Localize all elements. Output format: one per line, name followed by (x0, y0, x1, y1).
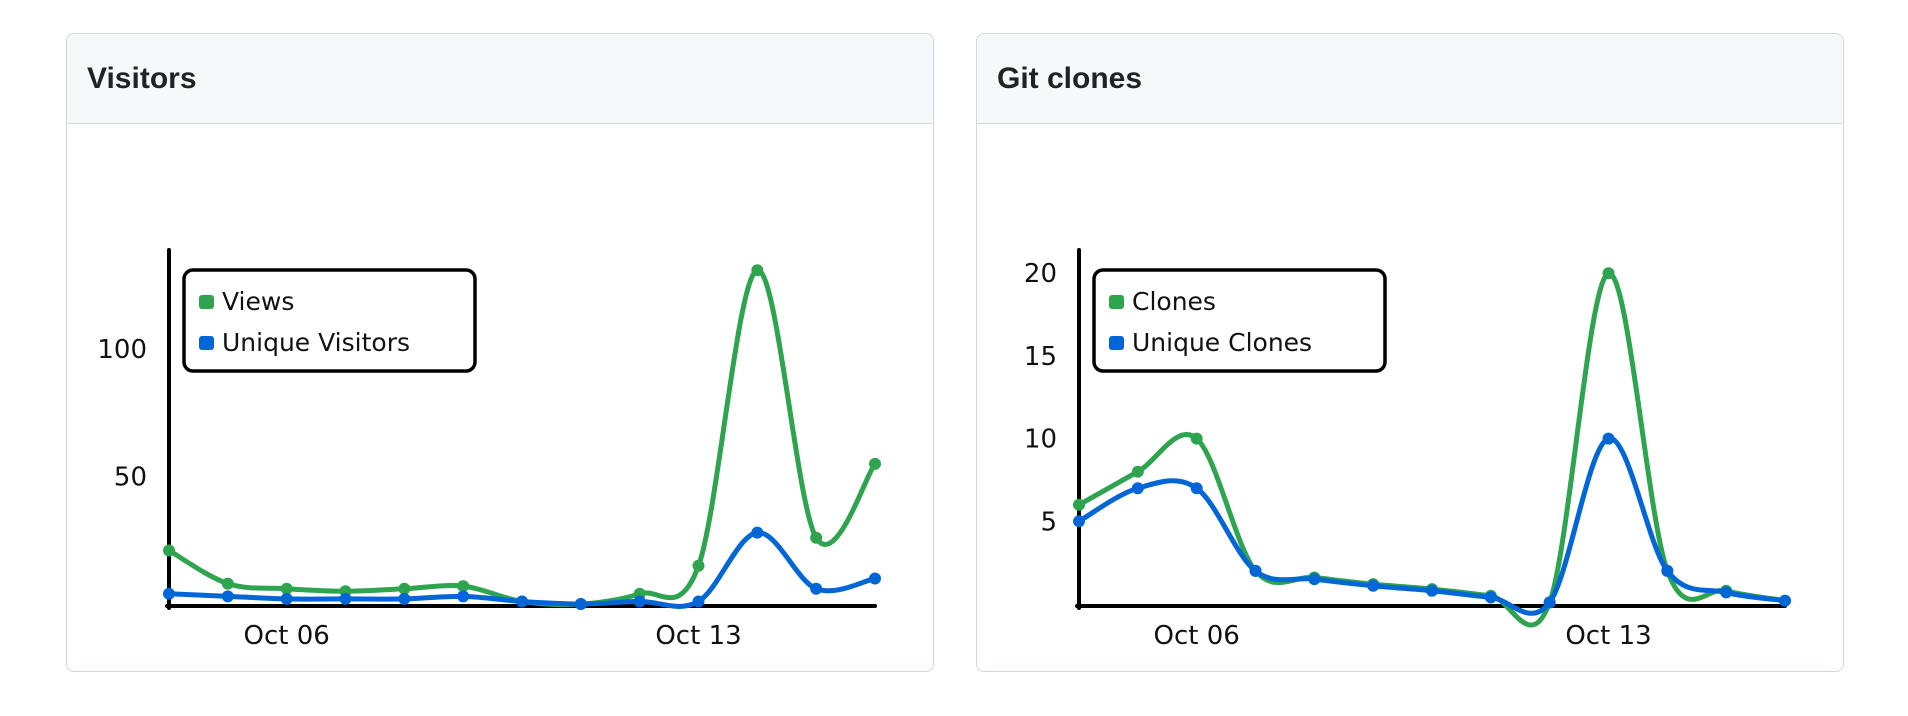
clones-x-tick-label: Oct 06 (1154, 621, 1240, 651)
clones-unique-clones-point[interactable] (1073, 515, 1085, 528)
visitors-unique-visitors-point[interactable] (516, 595, 528, 608)
clones-legend-label-unique-clones: Unique Clones (1132, 328, 1312, 357)
visitors-unique-visitors-point[interactable] (163, 587, 175, 600)
visitors-panel-header: Visitors (67, 34, 933, 124)
clones-unique-clones-point[interactable] (1720, 586, 1733, 599)
clones-unique-clones-point[interactable] (1484, 591, 1497, 604)
visitors-views-point[interactable] (280, 582, 293, 595)
visitors-legend: Views Unique Visitors (182, 268, 477, 373)
clones-clones-point[interactable] (1602, 267, 1615, 280)
visitors-x-tick-label: Oct 06 (244, 621, 330, 651)
visitors-unique-visitors-line (166, 530, 878, 609)
visitors-views-point[interactable] (457, 580, 470, 593)
visitors-x-tick-label: Oct 13 (655, 621, 741, 651)
git-clones-panel: Git clones 5 10 15 20 Oct 06 Oct 13 Clones Uniq… (976, 33, 1844, 672)
visitors-unique-visitors-point[interactable] (457, 590, 470, 603)
clones-clones-point[interactable] (1073, 498, 1085, 511)
visitors-chart: 50 100 Oct 06 Oct 13 Views Unique Visitors (97, 248, 881, 651)
visitors-views-point[interactable] (692, 559, 705, 572)
clones-clones-point[interactable] (1190, 432, 1203, 445)
visitors-legend-label-unique-visitors: Unique Visitors (222, 328, 410, 357)
visitors-views-point[interactable] (810, 531, 823, 544)
visitors-views-point[interactable] (398, 582, 411, 595)
clones-y-tick-label: 20 (1024, 259, 1057, 289)
visitors-views-point[interactable] (869, 457, 881, 470)
visitors-y-tick-label: 100 (97, 335, 147, 365)
visitors-unique-visitors-point[interactable] (810, 582, 823, 595)
visitors-legend-box (182, 268, 477, 373)
visitors-y-tick-label: 50 (114, 463, 147, 493)
clones-unique-clones-point[interactable] (1131, 482, 1144, 495)
visitors-panel: Visitors 50 100 Oct 06 Oct 13 Views Unique Vi… (66, 33, 934, 672)
visitors-unique-visitors-point[interactable] (398, 592, 411, 605)
visitors-unique-visitors-point[interactable] (751, 526, 764, 539)
clones-unique-clones-point[interactable] (1249, 564, 1262, 577)
visitors-views-point[interactable] (751, 264, 764, 277)
visitors-legend-swatch-views (199, 295, 214, 309)
visitors-legend-swatch-unique-visitors (199, 336, 214, 350)
git-clones-chart: 5 10 15 20 Oct 06 Oct 13 Clones Unique Clones (1024, 248, 1791, 651)
clones-unique-clones-point[interactable] (1779, 594, 1791, 607)
clones-unique-clones-point[interactable] (1426, 584, 1438, 597)
clones-unique-clones-point[interactable] (1190, 482, 1203, 495)
clones-y-tick-label: 5 (1040, 507, 1057, 537)
visitors-unique-visitors-point[interactable] (633, 595, 646, 608)
clones-legend-swatch-unique-clones (1109, 336, 1124, 350)
clones-legend: Clones Unique Clones (1092, 268, 1387, 373)
visitors-unique-visitors-point[interactable] (869, 572, 881, 585)
clones-x-tick-label: Oct 13 (1565, 621, 1651, 651)
visitors-unique-visitors-point[interactable] (692, 595, 705, 608)
clones-y-tick-label: 10 (1024, 425, 1057, 455)
visitors-views-point[interactable] (221, 577, 234, 590)
clones-unique-clones-point[interactable] (1367, 579, 1380, 592)
clones-unique-clones-point[interactable] (1543, 596, 1556, 609)
visitors-views-point[interactable] (163, 544, 175, 557)
visitors-unique-visitors-point[interactable] (574, 598, 587, 610)
clones-y-tick-label: 15 (1024, 342, 1057, 372)
clones-legend-swatch-clones (1109, 295, 1124, 309)
visitors-title: Visitors (87, 61, 197, 95)
git-clones-title: Git clones (997, 61, 1143, 95)
clones-unique-clones-point[interactable] (1661, 564, 1674, 577)
visitors-unique-visitors-point[interactable] (221, 590, 234, 603)
clones-unique-clones-point[interactable] (1602, 432, 1615, 445)
visitors-unique-visitors-point[interactable] (280, 592, 293, 605)
visitors-unique-visitors-point[interactable] (339, 592, 352, 605)
git-clones-panel-header: Git clones (977, 34, 1843, 124)
clones-unique-clones-point[interactable] (1308, 573, 1321, 586)
clones-clones-point[interactable] (1131, 465, 1144, 478)
visitors-legend-label-views: Views (222, 287, 294, 316)
clones-legend-label-clones: Clones (1132, 287, 1216, 316)
clones-legend-box (1092, 268, 1387, 373)
